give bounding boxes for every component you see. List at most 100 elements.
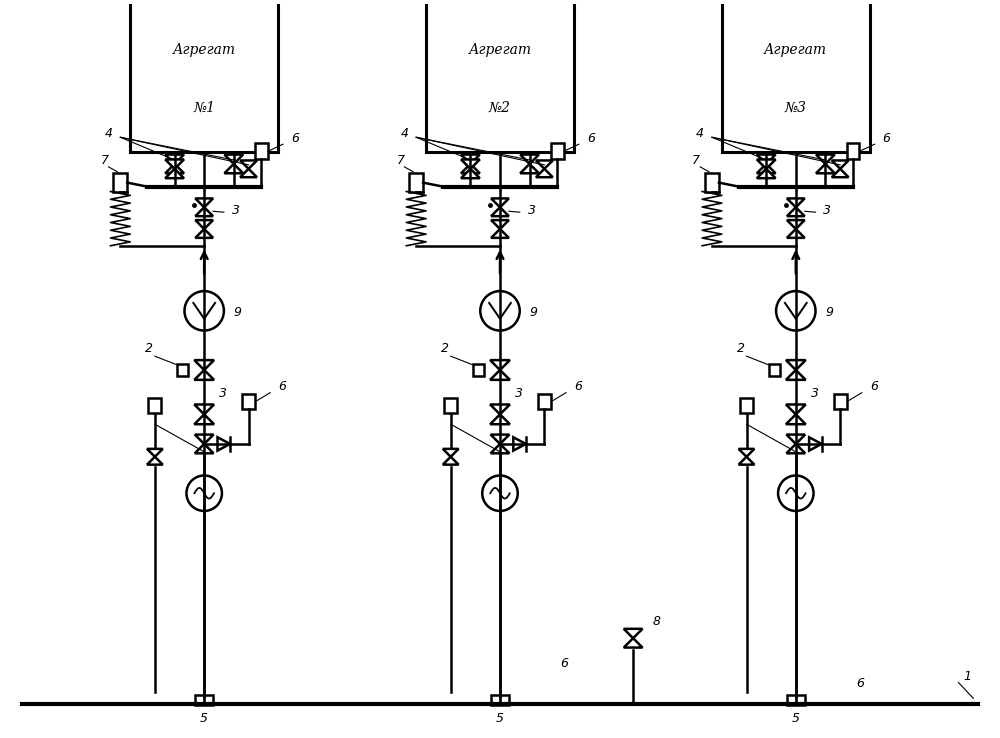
Text: №2: №2 <box>489 101 511 115</box>
Polygon shape <box>832 169 849 177</box>
Text: 3: 3 <box>219 387 227 399</box>
Polygon shape <box>757 169 776 178</box>
Polygon shape <box>490 404 510 414</box>
Polygon shape <box>165 164 184 173</box>
Polygon shape <box>491 207 509 216</box>
Polygon shape <box>536 160 553 169</box>
Polygon shape <box>757 154 776 164</box>
Bar <box>473 364 484 376</box>
Polygon shape <box>757 159 776 169</box>
Text: 7: 7 <box>692 154 700 167</box>
Circle shape <box>482 475 518 511</box>
Polygon shape <box>461 169 480 178</box>
Bar <box>722 0 870 152</box>
Bar <box>409 173 423 193</box>
Polygon shape <box>218 437 230 451</box>
Bar <box>834 393 847 410</box>
Polygon shape <box>195 199 213 207</box>
Polygon shape <box>787 220 805 229</box>
Bar <box>444 398 457 413</box>
Polygon shape <box>194 370 214 380</box>
Polygon shape <box>461 164 480 173</box>
Text: 7: 7 <box>101 154 109 167</box>
Bar <box>177 364 188 376</box>
Polygon shape <box>443 449 459 457</box>
Text: 2: 2 <box>441 342 449 355</box>
Bar <box>551 143 564 159</box>
Bar <box>769 364 780 376</box>
Polygon shape <box>491 220 509 229</box>
Bar <box>705 173 719 193</box>
Text: Агрегат: Агрегат <box>173 43 236 57</box>
Polygon shape <box>786 360 806 370</box>
Polygon shape <box>147 457 163 465</box>
Polygon shape <box>832 160 849 169</box>
Polygon shape <box>816 154 835 164</box>
Polygon shape <box>520 154 539 164</box>
Text: 5: 5 <box>792 712 800 725</box>
Polygon shape <box>624 638 642 647</box>
Text: 6: 6 <box>587 132 595 145</box>
Polygon shape <box>513 437 526 451</box>
Polygon shape <box>490 370 510 380</box>
Bar <box>130 0 278 152</box>
Polygon shape <box>787 199 805 207</box>
Circle shape <box>776 291 816 331</box>
Bar <box>740 398 753 413</box>
Polygon shape <box>809 437 822 451</box>
Polygon shape <box>491 199 509 207</box>
Circle shape <box>778 475 814 511</box>
Polygon shape <box>240 169 257 177</box>
Text: 6: 6 <box>856 677 864 689</box>
Polygon shape <box>491 435 509 444</box>
Polygon shape <box>739 457 754 465</box>
Text: 4: 4 <box>104 127 112 140</box>
Polygon shape <box>165 154 184 164</box>
Polygon shape <box>624 629 642 638</box>
Polygon shape <box>461 154 480 164</box>
Polygon shape <box>165 159 184 169</box>
Bar <box>148 398 161 413</box>
Text: Агрегат: Агрегат <box>764 43 827 57</box>
Polygon shape <box>165 169 184 178</box>
Text: №1: №1 <box>193 101 215 115</box>
Polygon shape <box>195 444 214 453</box>
Text: 2: 2 <box>737 342 745 355</box>
Bar <box>538 393 551 410</box>
Text: 6: 6 <box>560 657 568 670</box>
Text: 6: 6 <box>574 380 582 393</box>
Text: 1: 1 <box>963 669 971 683</box>
Polygon shape <box>491 229 509 238</box>
Polygon shape <box>739 449 754 457</box>
Bar <box>242 393 255 410</box>
Text: 9: 9 <box>530 306 538 319</box>
Polygon shape <box>786 414 806 424</box>
Bar <box>255 143 268 159</box>
Polygon shape <box>461 159 480 169</box>
Text: 6: 6 <box>291 132 299 145</box>
Text: 8: 8 <box>653 615 661 628</box>
Polygon shape <box>786 444 805 453</box>
Polygon shape <box>786 370 806 380</box>
Circle shape <box>184 291 224 331</box>
Polygon shape <box>195 207 213 216</box>
Text: 3: 3 <box>528 204 536 217</box>
Bar <box>195 695 213 706</box>
Polygon shape <box>786 435 805 444</box>
Polygon shape <box>224 154 243 164</box>
Text: 4: 4 <box>400 127 408 140</box>
Polygon shape <box>491 444 509 453</box>
Polygon shape <box>520 164 539 173</box>
Bar <box>426 0 574 152</box>
Bar <box>847 143 859 159</box>
Polygon shape <box>787 229 805 238</box>
Polygon shape <box>786 404 806 414</box>
Polygon shape <box>490 360 510 370</box>
Text: 6: 6 <box>278 380 286 393</box>
Polygon shape <box>240 160 257 169</box>
Polygon shape <box>194 360 214 370</box>
Polygon shape <box>195 220 213 229</box>
Polygon shape <box>536 169 553 177</box>
Text: Агрегат: Агрегат <box>468 43 532 57</box>
Text: 4: 4 <box>696 127 704 140</box>
